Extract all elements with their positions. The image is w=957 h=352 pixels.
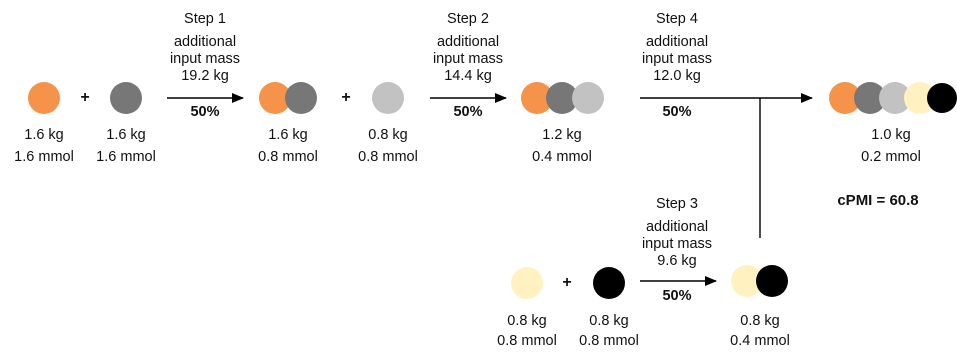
- reagent-c-mass: 0.8 kg: [368, 127, 408, 144]
- int3-black-circle: [756, 265, 788, 297]
- step4-line1: additional: [646, 34, 708, 51]
- start-b-mass: 1.6 kg: [106, 127, 146, 144]
- step2-line2: input mass: [433, 51, 503, 68]
- reagent-d-amount: 0.8 mmol: [497, 333, 557, 350]
- int2-lightgray-circle: [572, 82, 604, 114]
- start-a-mass: 1.6 kg: [24, 127, 64, 144]
- step2-input-mass: 14.4 kg: [444, 68, 492, 85]
- start-b-darkgray-circle: [110, 82, 142, 114]
- start-a-amount: 1.6 mmol: [14, 149, 74, 166]
- step3-line1: additional: [646, 219, 708, 236]
- step2-label: Step 2: [447, 11, 489, 28]
- step1-label: Step 1: [184, 11, 226, 28]
- step2-line1: additional: [437, 34, 499, 51]
- step1-input-mass: 19.2 kg: [181, 68, 229, 85]
- product-black-circle: [927, 83, 957, 113]
- reagent-e-mass: 0.8 kg: [589, 313, 629, 330]
- int2-mass: 1.2 kg: [542, 127, 582, 144]
- reagent-d-mass: 0.8 kg: [507, 313, 547, 330]
- int3-amount: 0.4 mmol: [730, 333, 790, 350]
- int2-amount: 0.4 mmol: [532, 149, 592, 166]
- step4-input-mass: 12.0 kg: [653, 68, 701, 85]
- reagent-d-cream-circle: [511, 267, 543, 299]
- int1-amount: 0.8 mmol: [258, 149, 318, 166]
- cpmi-value: cPMI = 60.8: [837, 192, 918, 209]
- step3-line2: input mass: [642, 236, 712, 253]
- reagent-e-black-circle: [593, 267, 625, 299]
- start-b-amount: 1.6 mmol: [96, 149, 156, 166]
- step3-yield: 50%: [662, 288, 691, 305]
- plus-sign-2: +: [341, 89, 350, 106]
- step3-input-mass: 9.6 kg: [657, 253, 697, 270]
- reagent-e-amount: 0.8 mmol: [579, 333, 639, 350]
- plus-sign-1: +: [80, 89, 89, 106]
- step1-line2: input mass: [170, 51, 240, 68]
- step1-line1: additional: [174, 34, 236, 51]
- plus-sign-3: +: [562, 274, 571, 291]
- int3-mass: 0.8 kg: [740, 313, 780, 330]
- step1-yield: 50%: [190, 104, 219, 121]
- int1-darkgray-circle: [285, 82, 317, 114]
- step4-label: Step 4: [656, 11, 698, 28]
- step2-yield: 50%: [453, 104, 482, 121]
- product-mass: 1.0 kg: [871, 127, 911, 144]
- step4-yield: 50%: [662, 104, 691, 121]
- product-amount: 0.2 mmol: [861, 149, 921, 166]
- reagent-c-lightgray-circle: [372, 82, 404, 114]
- step4-line2: input mass: [642, 51, 712, 68]
- start-a-orange-circle: [28, 82, 60, 114]
- reagent-c-amount: 0.8 mmol: [358, 149, 418, 166]
- step3-label: Step 3: [656, 196, 698, 213]
- int1-mass: 1.6 kg: [268, 127, 308, 144]
